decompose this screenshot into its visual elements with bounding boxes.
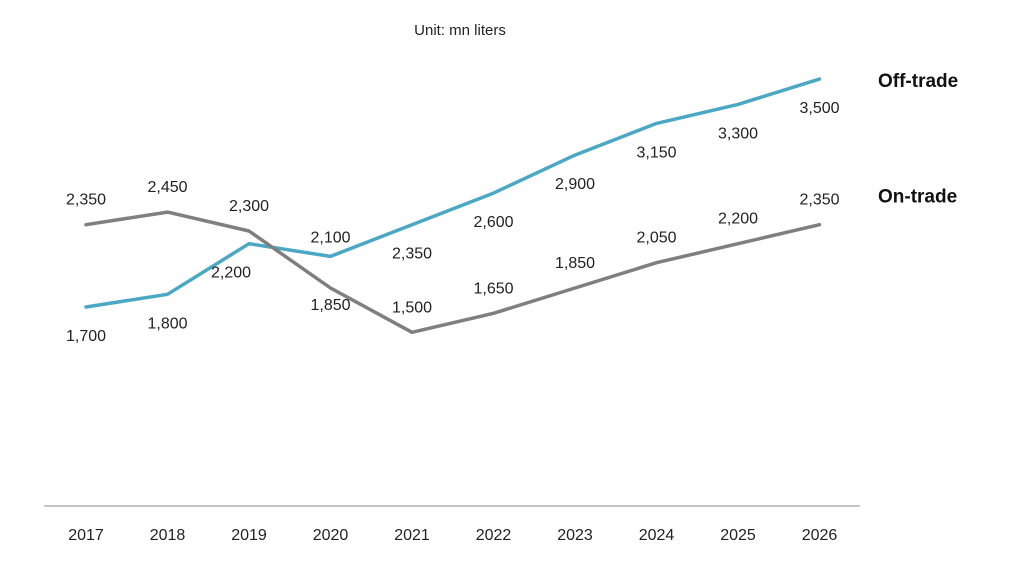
data-label-off-trade: 1,700 [66,328,106,345]
series-line-off-trade [84,77,822,309]
x-tick-label: 2025 [720,527,756,544]
data-label-off-trade: 2,100 [310,229,350,246]
data-label-on-trade: 2,200 [718,211,758,228]
data-label-off-trade: 2,600 [473,214,513,231]
series-lines [84,77,822,335]
data-label-off-trade: 2,200 [211,265,251,282]
x-tick-label: 2022 [476,527,512,544]
data-label-on-trade: 2,050 [636,230,676,247]
data-label-on-trade: 2,300 [229,198,269,215]
data-label-on-trade: 1,650 [473,280,513,297]
series-names: Off-trade On-trade [878,71,958,208]
series-name-off-trade: Off-trade [878,71,958,92]
data-label-off-trade: 3,150 [636,144,676,161]
x-tick-label: 2026 [802,527,838,544]
x-tick-label: 2023 [557,527,593,544]
x-tick-label: 2017 [68,527,104,544]
x-tick-label: 2021 [394,527,430,544]
data-label-off-trade: 3,300 [718,125,758,142]
data-label-off-trade: 2,350 [392,246,432,263]
x-tick-label: 2020 [313,527,349,544]
data-label-on-trade: 2,450 [147,179,187,196]
x-tick-label: 2019 [231,527,267,544]
series-line-on-trade [84,210,822,335]
chart-subtitle: Unit: mn liters [414,22,506,39]
x-tick-label: 2018 [150,527,186,544]
data-label-on-trade: 2,350 [66,192,106,209]
data-label-on-trade: 1,850 [555,255,595,272]
x-axis-ticks: 2017 2018 2019 2020 2021 2022 2023 2024 2025 2026 [68,527,837,544]
data-label-on-trade: 2,350 [799,192,839,209]
data-label-off-trade: 1,800 [147,315,187,332]
x-tick-label: 2024 [639,527,675,544]
data-label-on-trade: 1,500 [392,299,432,316]
data-label-off-trade: 2,900 [555,176,595,193]
data-label-off-trade: 3,500 [799,100,839,117]
data-label-on-trade: 1,850 [310,297,350,314]
series-name-on-trade: On-trade [878,187,957,208]
data-labels: 1,700 1,800 2,200 2,100 2,350 2,600 2,900 3,150… [66,100,840,345]
